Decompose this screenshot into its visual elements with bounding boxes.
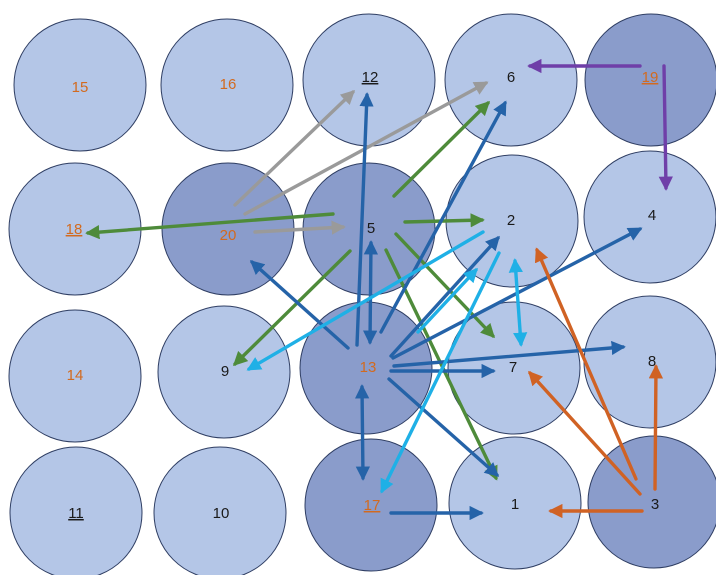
- node-16-label: 16: [220, 76, 237, 93]
- node-5-label: 5: [367, 220, 375, 237]
- node-20-label: 20: [220, 227, 237, 244]
- nodes-layer: [9, 14, 716, 575]
- node-17-label: 17: [364, 497, 381, 514]
- edge-13-to-5-arrow: [370, 243, 371, 342]
- edge-13-to-17-arrow: [362, 387, 363, 478]
- node-14-label: 14: [67, 367, 84, 384]
- edge-5-to-2-arrow: [405, 220, 482, 222]
- node-13-label: 13: [360, 359, 377, 376]
- node-6-label: 6: [507, 69, 515, 86]
- edge-3-to-8-arrow: [655, 367, 656, 489]
- node-4-label: 4: [648, 207, 656, 224]
- node-7-label: 7: [509, 359, 517, 376]
- node-9-label: 9: [221, 363, 229, 380]
- node-19-label: 19: [642, 69, 659, 86]
- edge-19-to-4-arrow: [664, 66, 666, 188]
- node-15-label: 15: [72, 79, 89, 96]
- node-2-label: 2: [507, 212, 515, 229]
- node-11-label: 11: [68, 505, 84, 522]
- node-3-label: 3: [651, 496, 659, 513]
- node-1-label: 1: [511, 496, 519, 513]
- node-12-label: 12: [362, 69, 379, 86]
- node-10-label: 10: [213, 505, 230, 522]
- node-18-label: 18: [66, 221, 83, 238]
